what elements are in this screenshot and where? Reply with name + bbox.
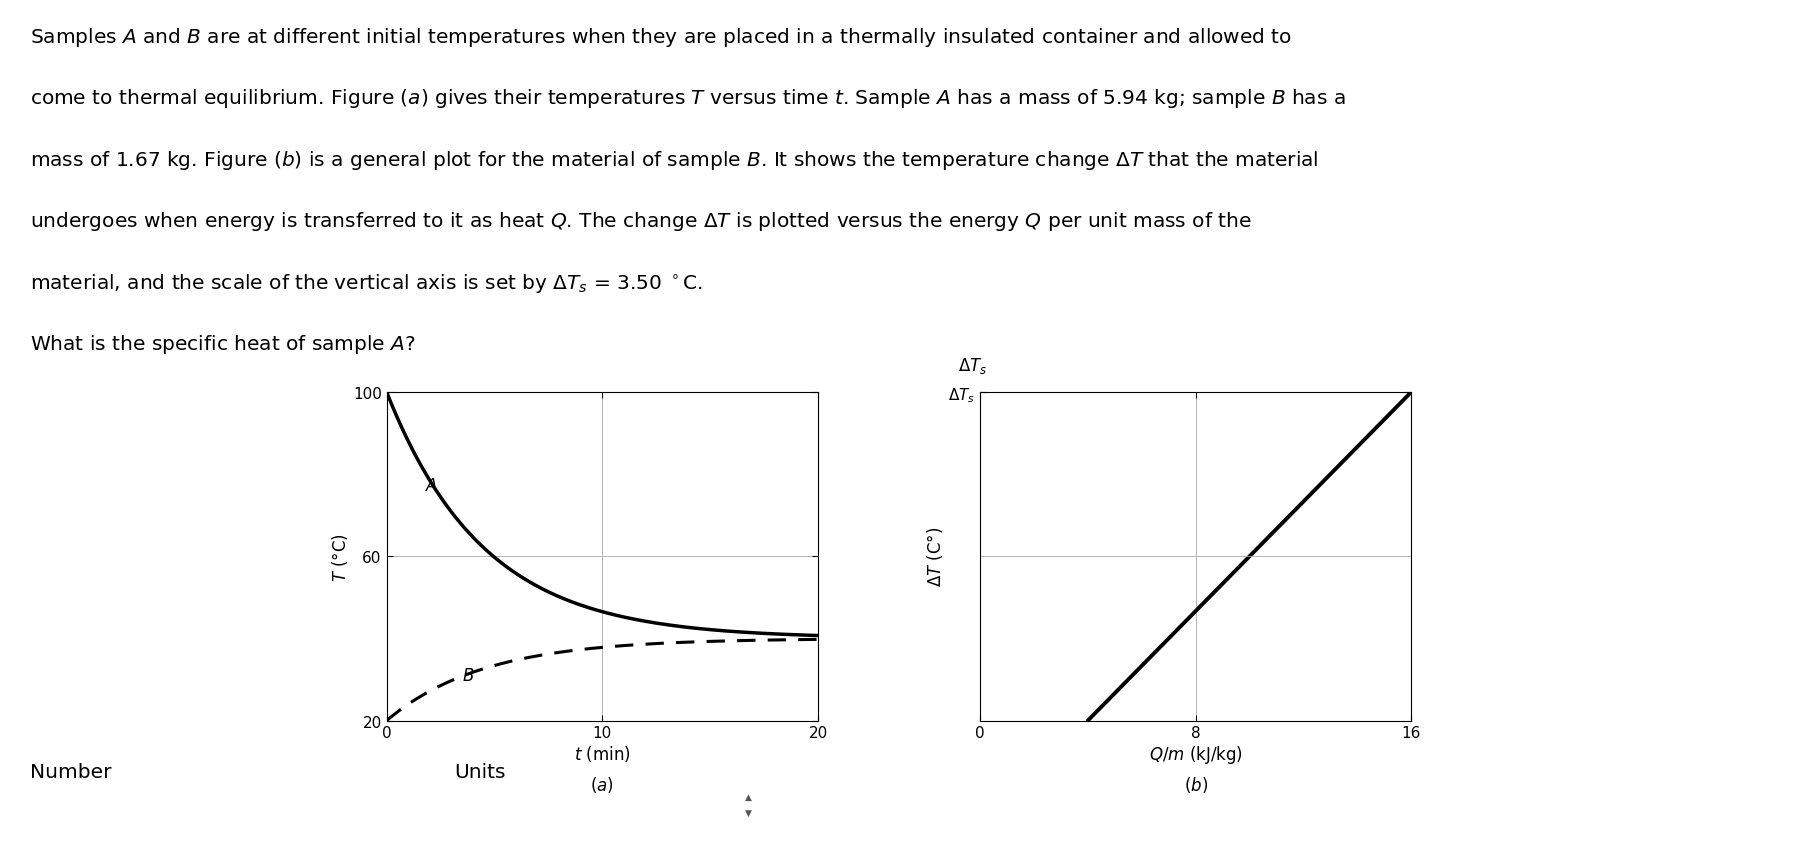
Text: undergoes when energy is transferred to it as heat $Q$. The change $\Delta T$ is: undergoes when energy is transferred to …	[31, 210, 1251, 233]
X-axis label: $t$ (min): $t$ (min)	[574, 744, 631, 763]
Text: What is the specific heat of sample $A$?: What is the specific heat of sample $A$?	[31, 333, 415, 356]
Y-axis label: $\Delta T$ (C°): $\Delta T$ (C°)	[926, 526, 946, 587]
Text: i: i	[135, 796, 142, 814]
Text: $\Delta T_s$: $\Delta T_s$	[958, 356, 987, 376]
Text: Units: Units	[453, 763, 505, 781]
Text: Number: Number	[31, 763, 111, 781]
Text: $(b)$: $(b)$	[1183, 774, 1208, 794]
Text: $B$: $B$	[462, 665, 475, 684]
Text: $(a)$: $(a)$	[590, 774, 615, 794]
Text: Samples $A$ and $B$ are at different initial temperatures when they are placed i: Samples $A$ and $B$ are at different ini…	[31, 26, 1293, 49]
Text: material, and the scale of the vertical axis is set by $\Delta T_s$ = 3.50 $^\ci: material, and the scale of the vertical …	[31, 271, 703, 294]
Text: $A$: $A$	[426, 477, 439, 495]
Text: ▲: ▲	[746, 792, 752, 801]
Text: come to thermal equilibrium. Figure $(a)$ gives their temperatures $T$ versus ti: come to thermal equilibrium. Figure $(a)…	[31, 87, 1347, 110]
Text: mass of 1.67 kg. Figure $(b)$ is a general plot for the material of sample $B$. : mass of 1.67 kg. Figure $(b)$ is a gener…	[31, 148, 1320, 171]
X-axis label: $Q/m$ (kJ/kg): $Q/m$ (kJ/kg)	[1149, 744, 1242, 765]
Y-axis label: $T$ (°C): $T$ (°C)	[331, 532, 351, 581]
Text: ▼: ▼	[746, 808, 752, 817]
